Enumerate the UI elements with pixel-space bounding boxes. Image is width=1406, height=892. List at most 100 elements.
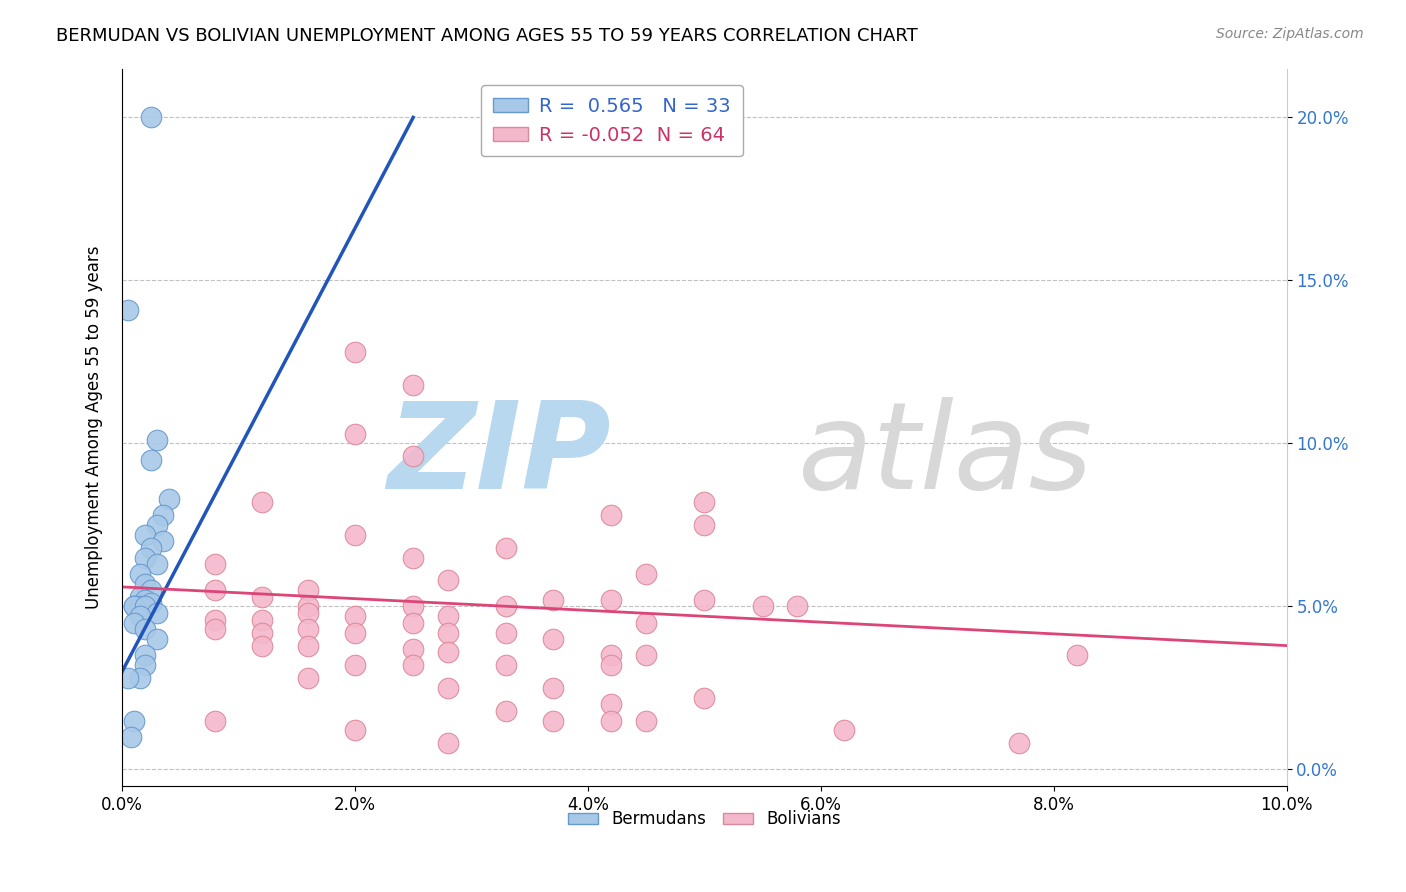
Point (600, 508, 623, 523)
Point (693, 690, 716, 705)
Point (402, 615, 425, 630)
Point (343, 723, 366, 738)
Point (146, 606, 169, 620)
Point (343, 527, 366, 541)
Text: ZIP: ZIP (388, 397, 612, 515)
Point (437, 736, 460, 750)
Point (134, 622, 156, 636)
Point (204, 583, 226, 598)
Point (402, 641, 425, 656)
Point (204, 557, 226, 571)
Point (122, 615, 145, 630)
Point (343, 426, 366, 441)
Text: BERMUDAN VS BOLIVIAN UNEMPLOYMENT AMONG AGES 55 TO 59 YEARS CORRELATION CHART: BERMUDAN VS BOLIVIAN UNEMPLOYMENT AMONG … (56, 27, 918, 45)
Point (343, 625, 366, 640)
Point (693, 593, 716, 607)
Point (117, 302, 139, 317)
Point (1008, 736, 1031, 750)
Point (541, 714, 564, 728)
Point (134, 527, 156, 541)
Point (128, 609, 150, 624)
Point (600, 698, 623, 712)
Point (134, 599, 156, 614)
Point (297, 599, 319, 614)
Point (600, 648, 623, 663)
Point (128, 671, 150, 685)
Point (343, 345, 366, 359)
Point (122, 714, 145, 728)
Point (600, 658, 623, 673)
Point (152, 534, 174, 549)
Point (541, 632, 564, 646)
Point (297, 583, 319, 598)
Point (495, 599, 517, 614)
Point (146, 518, 169, 533)
Point (402, 658, 425, 673)
Point (204, 714, 226, 728)
Legend: Bermudans, Bolivians: Bermudans, Bolivians (561, 804, 848, 835)
Point (120, 730, 142, 744)
Point (402, 550, 425, 565)
Point (402, 377, 425, 392)
Point (122, 599, 145, 614)
Point (250, 613, 273, 627)
Point (541, 681, 564, 695)
Point (693, 518, 716, 533)
Point (146, 557, 169, 571)
Point (297, 671, 319, 685)
Point (495, 704, 517, 718)
Text: Source: ZipAtlas.com: Source: ZipAtlas.com (1216, 27, 1364, 41)
Point (343, 658, 366, 673)
Point (297, 639, 319, 653)
Point (128, 566, 150, 581)
Point (134, 593, 156, 607)
Point (343, 609, 366, 624)
Point (437, 574, 460, 588)
Point (437, 681, 460, 695)
Point (128, 599, 150, 614)
Point (146, 433, 169, 447)
Point (297, 606, 319, 620)
Point (157, 491, 180, 506)
Point (600, 714, 623, 728)
Point (141, 541, 163, 555)
Point (250, 639, 273, 653)
Point (152, 508, 174, 523)
Y-axis label: Unemployment Among Ages 55 to 59 years: Unemployment Among Ages 55 to 59 years (86, 245, 103, 609)
Point (141, 596, 163, 610)
Point (402, 599, 425, 614)
Point (117, 671, 139, 685)
Point (437, 645, 460, 659)
Point (600, 593, 623, 607)
Point (146, 632, 169, 646)
Point (134, 550, 156, 565)
Point (636, 566, 658, 581)
Point (141, 111, 163, 125)
Point (128, 590, 150, 604)
Text: atlas: atlas (797, 397, 1092, 515)
Point (204, 613, 226, 627)
Point (134, 648, 156, 663)
Point (122, 599, 145, 614)
Point (541, 593, 564, 607)
Point (636, 615, 658, 630)
Point (786, 599, 808, 614)
Point (204, 622, 226, 636)
Point (751, 599, 773, 614)
Point (250, 625, 273, 640)
Point (141, 452, 163, 467)
Point (636, 648, 658, 663)
Point (636, 714, 658, 728)
Point (832, 723, 855, 738)
Point (297, 622, 319, 636)
Point (1066, 648, 1088, 663)
Point (134, 658, 156, 673)
Point (495, 625, 517, 640)
Point (141, 583, 163, 598)
Point (437, 625, 460, 640)
Point (495, 541, 517, 555)
Point (495, 658, 517, 673)
Point (437, 609, 460, 624)
Point (402, 450, 425, 464)
Point (250, 590, 273, 604)
